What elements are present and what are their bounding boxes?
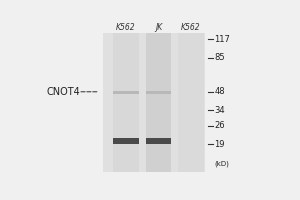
Text: 117: 117: [214, 35, 230, 44]
Bar: [103, 33, 205, 172]
Text: 19: 19: [214, 140, 225, 149]
Text: 48: 48: [214, 87, 225, 96]
Text: K562: K562: [116, 23, 136, 32]
Text: CNOT4: CNOT4: [47, 87, 80, 97]
Bar: [113, 91, 139, 94]
Bar: [178, 33, 204, 172]
Bar: [146, 138, 171, 144]
Bar: [146, 33, 171, 172]
Bar: [113, 33, 139, 172]
Text: 34: 34: [214, 106, 225, 115]
Text: (kD): (kD): [214, 161, 229, 167]
Text: K562: K562: [181, 23, 201, 32]
Text: JK: JK: [155, 23, 162, 32]
Text: 85: 85: [214, 53, 225, 62]
Bar: [113, 138, 139, 144]
Bar: [146, 91, 171, 94]
Text: 26: 26: [214, 121, 225, 130]
